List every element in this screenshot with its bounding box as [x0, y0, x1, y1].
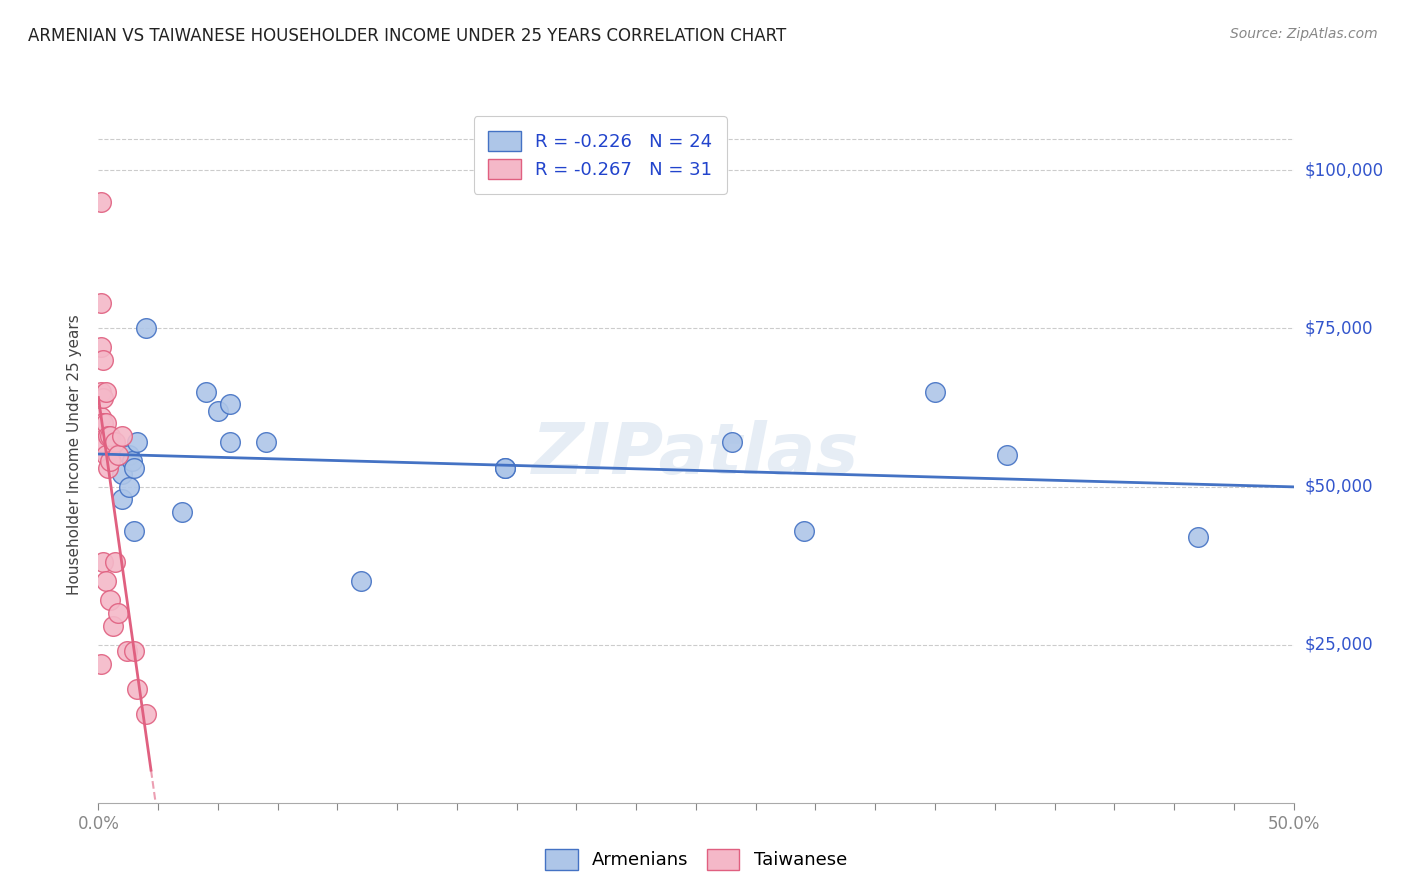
Point: [104, 556, 127, 570]
Point: [94, 384, 117, 399]
Point: [194, 384, 217, 399]
Point: [91, 435, 114, 450]
Text: $100,000: $100,000: [1305, 161, 1384, 179]
Point: [107, 448, 129, 462]
Point: [111, 429, 134, 443]
Point: [111, 467, 134, 481]
Point: [90, 296, 112, 310]
Point: [90, 384, 112, 399]
Point: [494, 460, 516, 475]
Point: [118, 479, 141, 493]
Point: [91, 417, 114, 431]
Text: ZIPatlas: ZIPatlas: [533, 420, 859, 490]
Point: [90, 340, 112, 354]
Point: [135, 707, 157, 722]
Point: [1187, 530, 1209, 544]
Point: [207, 403, 229, 417]
Point: [90, 194, 112, 209]
Point: [98, 429, 122, 443]
Point: [90, 657, 112, 671]
Point: [494, 460, 516, 475]
Point: [924, 384, 946, 399]
Point: [124, 460, 146, 475]
Point: [90, 409, 112, 424]
Point: [995, 448, 1018, 462]
Point: [90, 442, 112, 456]
Point: [94, 417, 117, 431]
Point: [121, 454, 143, 468]
Point: [91, 391, 114, 405]
Point: [135, 321, 157, 335]
Point: [721, 435, 744, 450]
Text: Source: ZipAtlas.com: Source: ZipAtlas.com: [1230, 27, 1378, 41]
Point: [91, 353, 114, 368]
Point: [111, 492, 134, 507]
Y-axis label: Householder Income Under 25 years: Householder Income Under 25 years: [67, 315, 83, 595]
Point: [118, 448, 141, 462]
Legend: Armenians, Taiwanese: Armenians, Taiwanese: [530, 835, 862, 884]
Text: $25,000: $25,000: [1305, 636, 1374, 654]
Point: [98, 593, 122, 607]
Point: [98, 442, 122, 456]
Point: [254, 435, 277, 450]
Point: [98, 454, 122, 468]
Point: [124, 644, 146, 658]
Point: [350, 574, 373, 589]
Point: [219, 397, 242, 411]
Point: [172, 505, 194, 519]
Point: [107, 606, 129, 620]
Point: [97, 429, 120, 443]
Point: [125, 681, 148, 696]
Point: [124, 524, 146, 538]
Point: [101, 618, 124, 632]
Point: [104, 435, 127, 450]
Point: [219, 435, 242, 450]
Point: [125, 435, 148, 450]
Text: $50,000: $50,000: [1305, 477, 1374, 496]
Point: [115, 644, 138, 658]
Point: [91, 556, 114, 570]
Text: $75,000: $75,000: [1305, 319, 1374, 337]
Point: [94, 448, 117, 462]
Point: [97, 460, 120, 475]
Point: [793, 524, 815, 538]
Point: [94, 574, 117, 589]
Text: ARMENIAN VS TAIWANESE HOUSEHOLDER INCOME UNDER 25 YEARS CORRELATION CHART: ARMENIAN VS TAIWANESE HOUSEHOLDER INCOME…: [28, 27, 786, 45]
